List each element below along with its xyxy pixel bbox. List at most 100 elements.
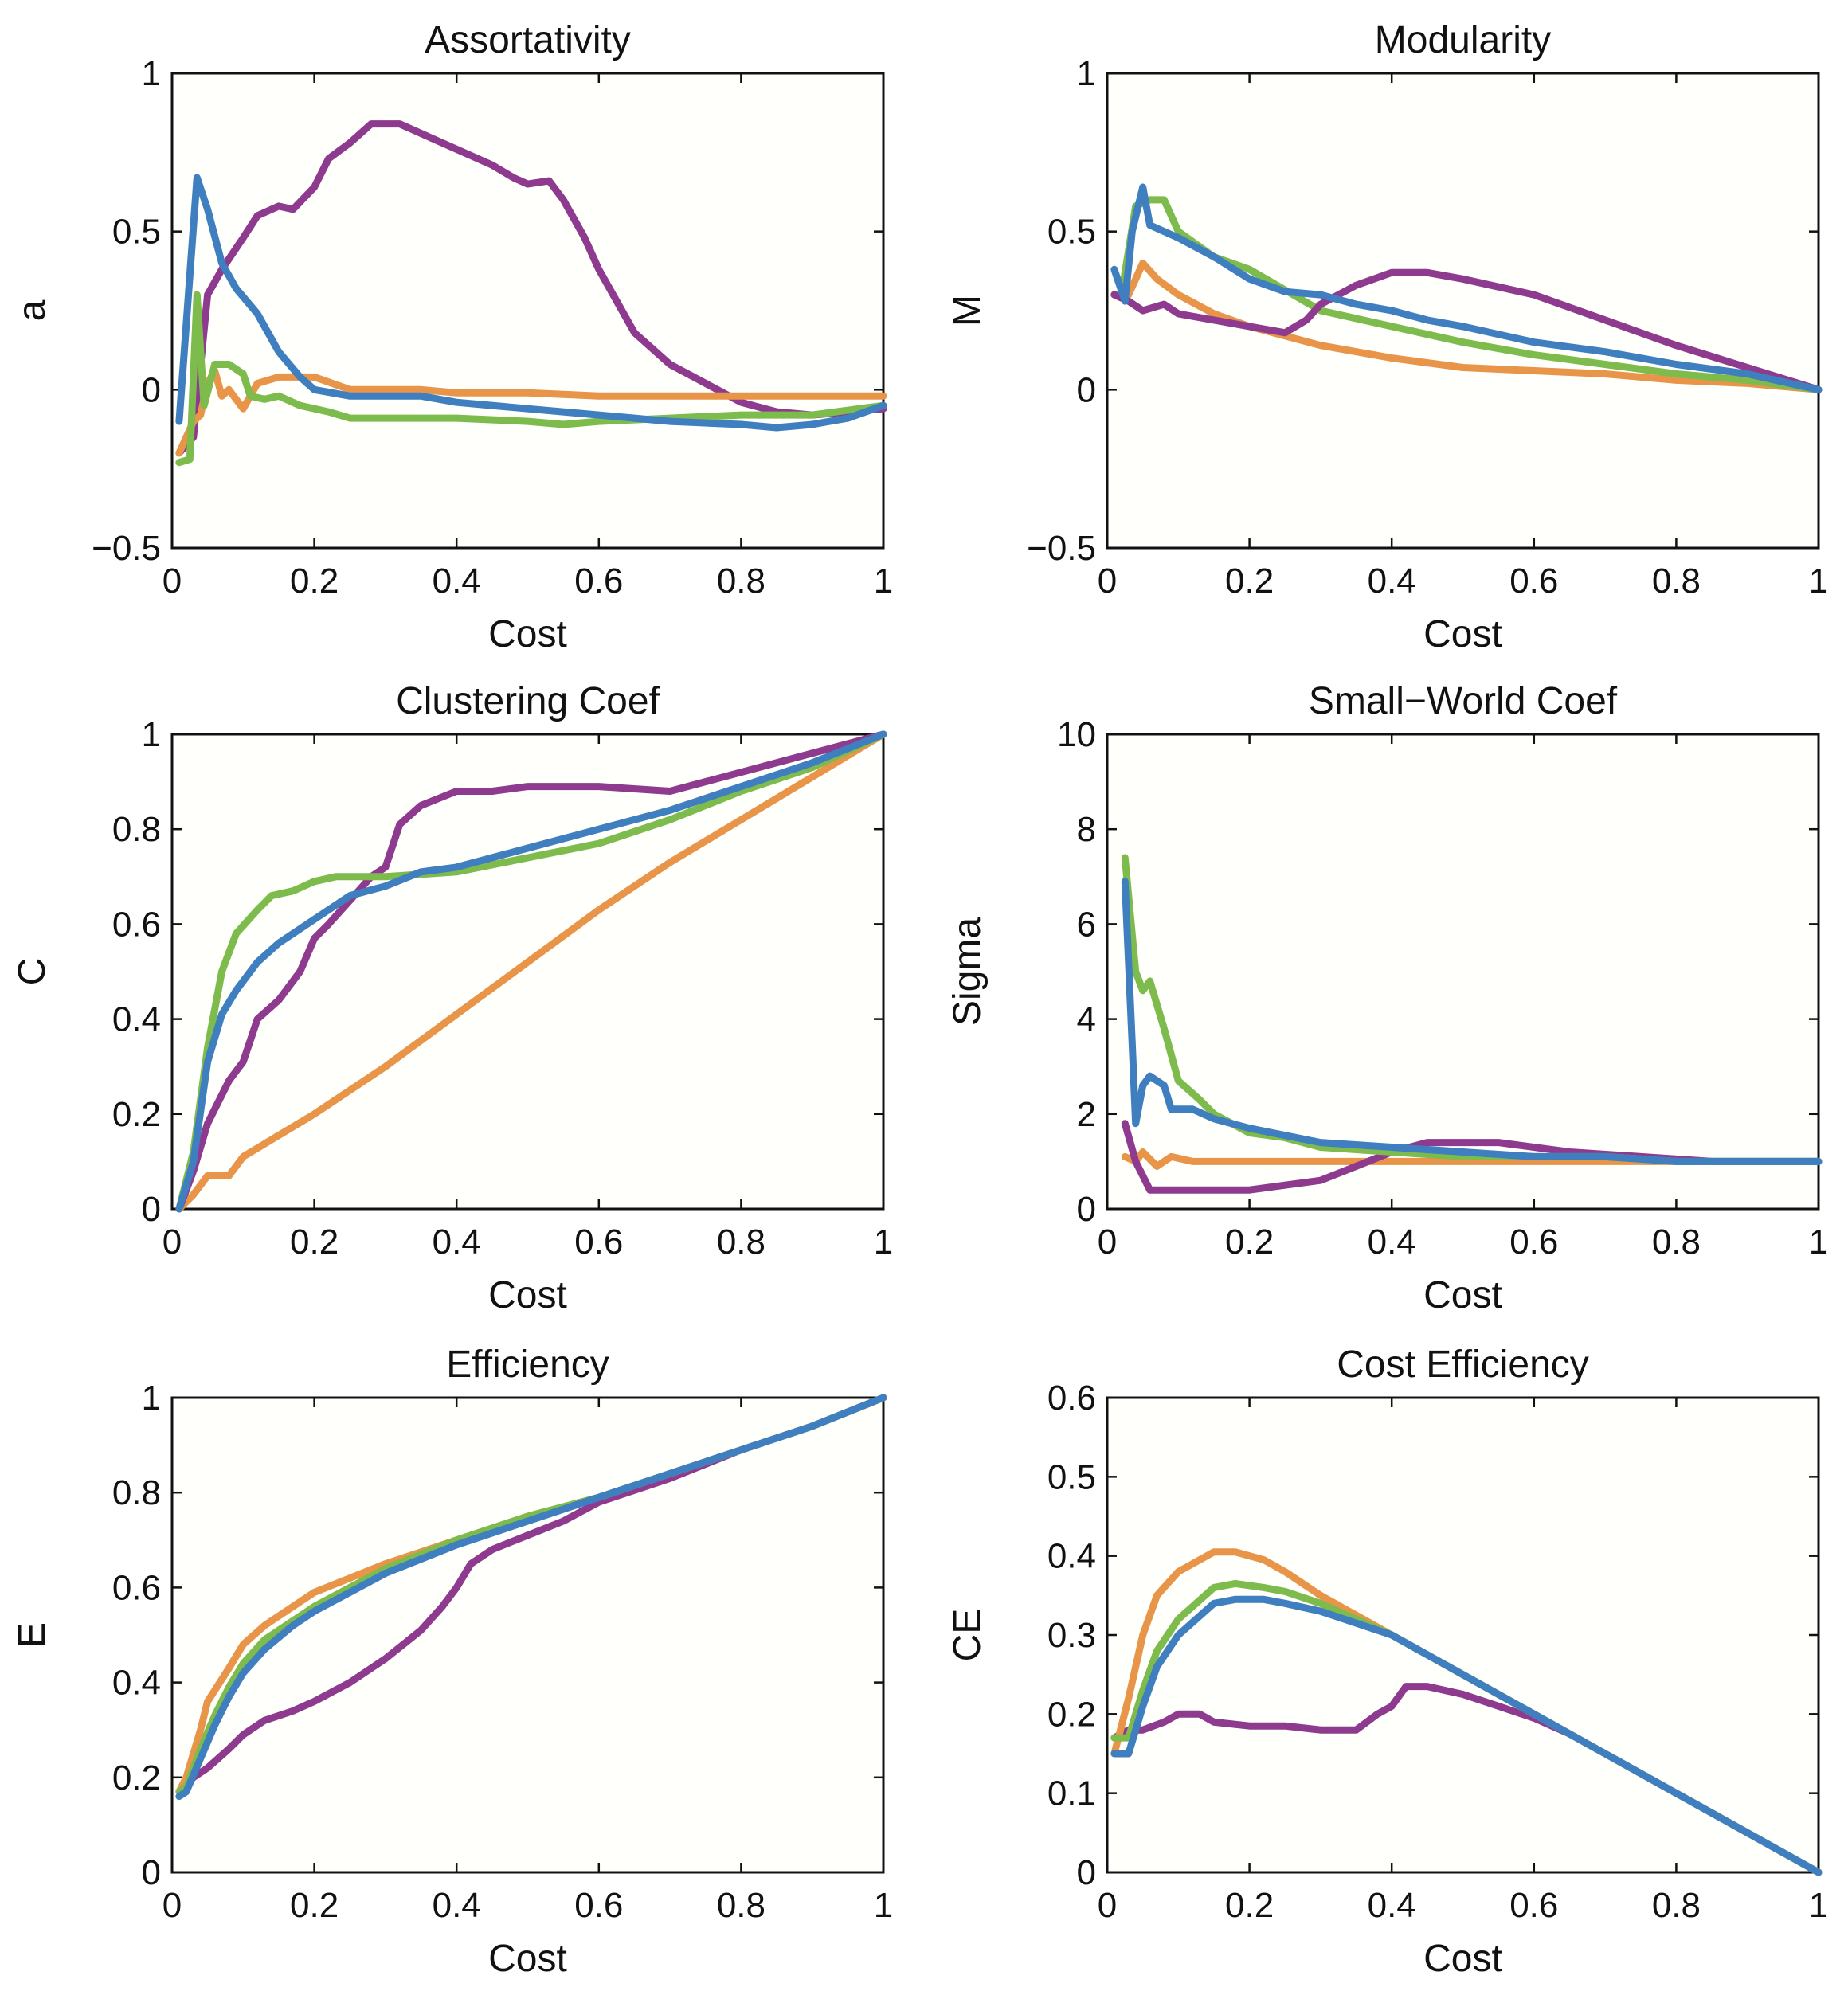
cost-efficiency-x-tick-label: 0.4 [1368, 1886, 1416, 1925]
small-world-coef-y-tick-label: 6 [1077, 905, 1096, 944]
clustering-coef-x-tick-label: 0.6 [574, 1222, 623, 1261]
clustering-coef-x-tick-label: 0 [162, 1222, 182, 1261]
small-world-coef-x-tick-label: 0.2 [1225, 1222, 1274, 1261]
cost-efficiency-x-axis-label: Cost [1423, 1938, 1502, 1980]
assortativity-series-purple-line [175, 120, 887, 457]
small-world-coef-y-tick-label: 2 [1077, 1095, 1096, 1134]
clustering-coef-y-tick-label: 0.2 [112, 1095, 161, 1134]
clustering-coef-x-tick-label: 0.8 [717, 1222, 765, 1261]
small-world-coef-y-tick-label: 8 [1077, 810, 1096, 849]
efficiency-y-tick-label: 0.8 [112, 1473, 161, 1512]
assortativity-y-axis-label: a [11, 299, 53, 321]
efficiency-x-tick-label: 0.2 [290, 1886, 339, 1925]
efficiency-y-tick-label: 0.4 [112, 1664, 161, 1703]
efficiency-y-tick-label: 0 [142, 1853, 161, 1892]
cost-efficiency-y-tick-label: 0 [1077, 1853, 1096, 1892]
efficiency-plot-area [170, 1396, 885, 1874]
modularity-x-tick-label: 0.4 [1368, 561, 1416, 600]
cost-efficiency-y-axis-label: CE [946, 1609, 989, 1662]
cost-efficiency-y-tick-label: 0.2 [1047, 1695, 1096, 1734]
efficiency-x-tick-label: 0.6 [574, 1886, 623, 1925]
cost-efficiency-x-tick-label: 0 [1098, 1886, 1117, 1925]
modularity-plot-area [1106, 72, 1820, 550]
clustering-coef-series-blue-line [175, 730, 887, 1213]
cost-efficiency-title: Cost Efficiency [1337, 1344, 1589, 1386]
modularity-title: Modularity [1375, 19, 1551, 61]
efficiency-x-tick-label: 0 [162, 1886, 182, 1925]
clustering-coef-y-tick-label: 0 [142, 1190, 161, 1229]
cost-efficiency-y-tick-label: 0.5 [1047, 1457, 1096, 1496]
modularity-x-tick-label: 0.6 [1509, 561, 1558, 600]
modularity-x-tick-label: 0.2 [1225, 561, 1274, 600]
cost-efficiency-x-tick-label: 1 [1809, 1886, 1828, 1925]
small-world-coef-x-tick-label: 0.4 [1368, 1222, 1416, 1261]
modularity-x-tick-label: 0.8 [1652, 561, 1701, 600]
efficiency-y-tick-label: 0.6 [112, 1568, 161, 1607]
clustering-coef-x-axis-label: Cost [488, 1274, 567, 1316]
modularity-series-blue-line [1110, 183, 1823, 393]
cost-efficiency-x-tick-label: 0.6 [1509, 1886, 1558, 1925]
assortativity-y-tick-label: 0 [142, 370, 161, 409]
clustering-coef-title: Clustering Coef [396, 680, 660, 722]
small-world-coef-x-tick-label: 0 [1098, 1222, 1117, 1261]
clustering-coef-series-orange-line [175, 730, 887, 1213]
modularity-x-tick-label: 1 [1809, 561, 1828, 600]
modularity-series-purple-line [1110, 268, 1823, 393]
small-world-coef-series-blue-line [1121, 878, 1823, 1165]
efficiency-x-tick-label: 0.4 [433, 1886, 481, 1925]
assortativity-title: Assortativity [425, 19, 631, 61]
clustering-coef-x-tick-label: 0.4 [433, 1222, 481, 1261]
assortativity-series-blue-line [175, 174, 887, 432]
cost-efficiency-x-tick-label: 0.2 [1225, 1886, 1274, 1925]
small-world-coef-y-tick-label: 4 [1077, 1000, 1096, 1039]
small-world-coef-series-orange-line [1121, 1148, 1823, 1170]
small-world-coef-plot-area [1106, 733, 1820, 1211]
efficiency-chart: Efficiency Cost E 0 0.2 0.4 0.6 0.8 1 0 0.2 0.4 0.6 0… [11, 1344, 893, 1980]
cost-efficiency-series-blue-line [1110, 1595, 1823, 1876]
efficiency-x-tick-label: 0.8 [717, 1886, 765, 1925]
small-world-coef-y-tick-label: 0 [1077, 1190, 1096, 1229]
cost-efficiency-y-tick-label: 0.4 [1047, 1537, 1096, 1576]
assortativity-x-tick-label: 0.8 [717, 561, 765, 600]
small-world-coef-x-tick-label: 0.6 [1509, 1222, 1558, 1261]
cost-efficiency-chart: Cost Efficiency Cost CE 0 0.2 0.4 0.6 0.8 1 0 0.1 0… [946, 1344, 1828, 1980]
assortativity-x-tick-label: 0.6 [574, 561, 623, 600]
clustering-coef-y-tick-label: 0.4 [112, 1000, 161, 1039]
clustering-coef-y-axis-label: C [11, 958, 53, 986]
assortativity-plot-area [170, 72, 885, 550]
clustering-coef-chart: Clustering Coef Cost C 0 0.2 0.4 0.6 0.8 1 0 0.2 0.… [11, 680, 893, 1316]
cost-efficiency-x-tick-label: 0.8 [1652, 1886, 1701, 1925]
modularity-y-tick-label: −0.5 [1027, 529, 1096, 568]
efficiency-series-blue-line [175, 1394, 887, 1801]
efficiency-y-axis-label: E [11, 1622, 53, 1648]
modularity-x-axis-label: Cost [1423, 613, 1502, 655]
assortativity-x-axis-label: Cost [488, 613, 567, 655]
efficiency-series-purple-line [175, 1394, 887, 1796]
modularity-x-tick-label: 0 [1098, 561, 1117, 600]
clustering-coef-series-green-line [175, 730, 887, 1213]
cost-efficiency-y-tick-label: 0.6 [1047, 1379, 1096, 1418]
assortativity-x-tick-label: 0.2 [290, 561, 339, 600]
modularity-series-orange-line [1110, 259, 1823, 393]
assortativity-x-tick-label: 0 [162, 561, 182, 600]
small-world-coef-x-axis-label: Cost [1423, 1274, 1502, 1316]
clustering-coef-y-tick-label: 0.8 [112, 810, 161, 849]
efficiency-y-tick-label: 0.2 [112, 1758, 161, 1797]
assortativity-y-tick-label: −0.5 [92, 529, 161, 568]
small-world-coef-title: Small−World Coef [1309, 680, 1618, 722]
assortativity-x-tick-label: 1 [874, 561, 893, 600]
efficiency-title: Efficiency [446, 1344, 609, 1386]
modularity-y-tick-label: 0 [1077, 370, 1096, 409]
assortativity-y-tick-label: 1 [142, 54, 161, 93]
small-world-coef-y-tick-label: 10 [1057, 715, 1096, 754]
modularity-y-tick-label: 1 [1077, 54, 1096, 93]
assortativity-y-tick-label: 0.5 [112, 213, 161, 252]
modularity-y-axis-label: M [946, 295, 989, 327]
efficiency-x-axis-label: Cost [488, 1938, 567, 1980]
small-world-coef-x-tick-label: 0.8 [1652, 1222, 1701, 1261]
clustering-coef-y-tick-label: 1 [142, 715, 161, 754]
